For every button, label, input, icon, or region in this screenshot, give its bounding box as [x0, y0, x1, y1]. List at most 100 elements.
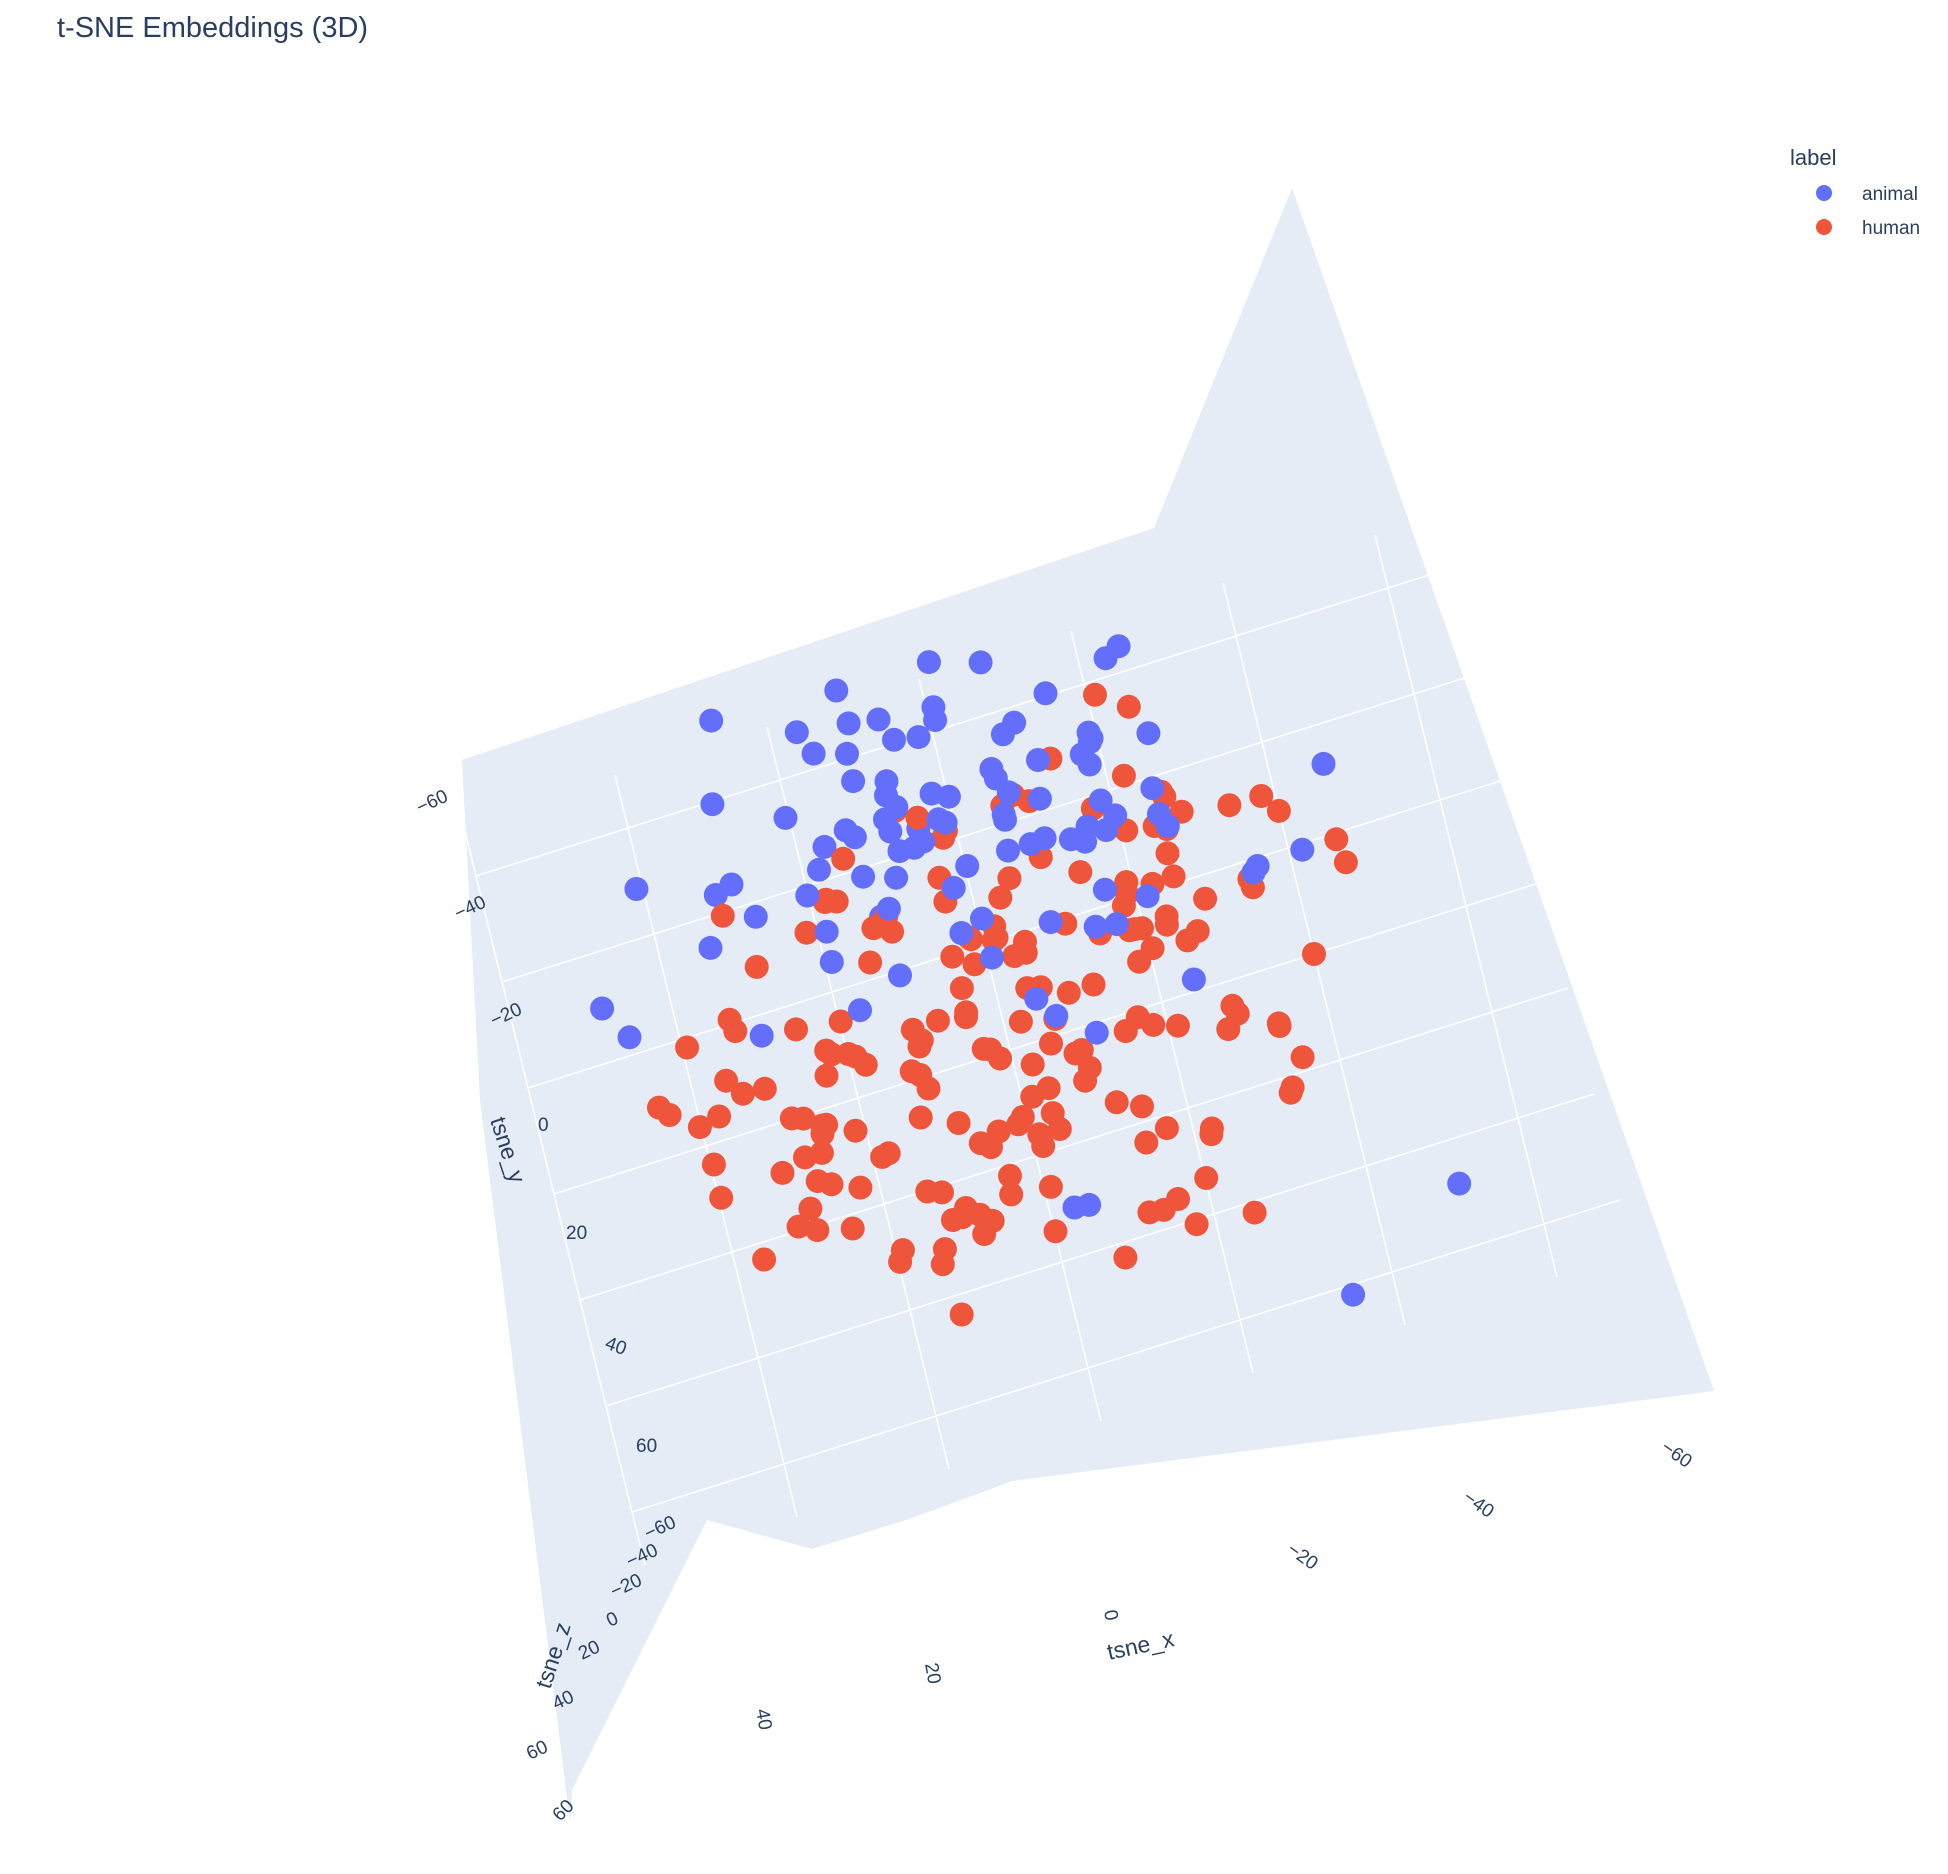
point-human	[814, 1038, 839, 1063]
point-human	[909, 1028, 934, 1053]
point-animal	[590, 996, 615, 1021]
grid-line	[614, 774, 798, 1518]
point-human	[1027, 1122, 1052, 1147]
point-animal	[980, 945, 1004, 970]
point-animal	[749, 1023, 774, 1048]
point-human	[786, 1214, 811, 1239]
point-animal	[812, 834, 837, 859]
point-human	[710, 903, 735, 928]
point-animal	[1341, 1282, 1366, 1307]
z-tick-label: 60	[523, 1737, 551, 1765]
point-animal	[624, 877, 649, 901]
point-human	[831, 846, 856, 871]
point-human	[950, 1205, 975, 1230]
point-human	[647, 1095, 671, 1120]
point-human	[988, 885, 1013, 910]
point-animal	[996, 838, 1020, 863]
point-animal	[1084, 1020, 1109, 1045]
point-human	[998, 1163, 1022, 1188]
grid-line	[475, 563, 1465, 877]
point-animal	[887, 839, 912, 864]
point-human	[752, 1247, 777, 1272]
point-animal	[719, 872, 744, 897]
point-animal	[1058, 827, 1083, 852]
chart-title: t-SNE Embeddings (3D)	[57, 12, 369, 44]
grid-line	[631, 1199, 1621, 1513]
point-human	[1008, 1009, 1033, 1034]
x-tick-label: 40	[751, 1707, 775, 1731]
point-human	[1290, 1045, 1315, 1070]
point-human	[1280, 1075, 1305, 1100]
point-human	[949, 976, 974, 1001]
point-animal	[824, 678, 849, 703]
point-human	[1047, 1117, 1072, 1141]
point-human	[805, 1169, 830, 1194]
point-human	[1175, 928, 1200, 953]
point-animal	[1135, 884, 1160, 909]
point-animal	[773, 805, 798, 830]
point-human	[853, 1052, 878, 1077]
point-human	[908, 1063, 933, 1087]
point-human	[848, 1175, 873, 1200]
point-human	[1266, 798, 1291, 823]
y-tick-label: 60	[636, 1436, 657, 1457]
point-animal	[919, 781, 944, 806]
point-animal	[795, 883, 820, 908]
legend: label animal human	[1790, 145, 1920, 239]
point-human	[784, 1017, 808, 1042]
point-animal	[916, 650, 941, 675]
point-human	[1111, 893, 1136, 918]
point-animal	[743, 904, 768, 929]
point-human	[675, 1035, 700, 1060]
point-human	[1002, 944, 1027, 969]
point-human	[1039, 1031, 1063, 1056]
point-human	[701, 1152, 726, 1177]
point-human	[1134, 1130, 1159, 1155]
point-animal	[1024, 986, 1049, 1011]
point-human	[814, 1063, 839, 1088]
point-human	[1184, 1212, 1209, 1237]
point-human	[714, 1068, 739, 1093]
scene-wall-bottom	[707, 1390, 1714, 1549]
point-human	[717, 1007, 742, 1032]
scene-wall-left	[462, 760, 707, 1822]
legend-item-animal[interactable]: animal	[1816, 184, 1918, 205]
point-animal	[1083, 914, 1108, 939]
point-human	[984, 925, 1009, 950]
point-animal	[926, 807, 951, 832]
grid-line	[605, 1093, 1595, 1407]
point-human	[1114, 870, 1139, 895]
point-human	[1154, 1116, 1179, 1141]
scatter-points	[590, 634, 1472, 1327]
point-human	[932, 1237, 957, 1262]
point-animal	[923, 708, 948, 733]
point-human	[972, 1222, 997, 1246]
grid-line	[766, 726, 950, 1470]
x-tick-label: 20	[920, 1661, 944, 1685]
point-human	[1242, 1200, 1267, 1225]
point-animal	[882, 727, 906, 752]
point-animal	[833, 818, 858, 843]
point-animal	[878, 819, 903, 844]
point-animal	[1088, 788, 1113, 813]
point-human	[791, 1106, 816, 1131]
point-animal	[1136, 721, 1161, 746]
point-human	[915, 1179, 940, 1204]
point-animal	[968, 650, 993, 675]
point-animal	[1092, 877, 1117, 902]
point-animal	[1147, 802, 1171, 826]
point-human	[946, 1111, 971, 1135]
legend-marker-animal	[1816, 185, 1832, 201]
point-animal	[617, 1025, 642, 1050]
point-human	[954, 1000, 979, 1025]
scene-wall-front	[462, 188, 1714, 1520]
point-animal	[836, 711, 861, 736]
legend-item-human[interactable]: human	[1816, 218, 1920, 239]
point-human	[1216, 1017, 1241, 1042]
point-animal	[1104, 912, 1129, 937]
point-animal	[1245, 854, 1270, 878]
point-animal	[949, 921, 974, 945]
y-tick-label: 20	[566, 1223, 587, 1244]
point-animal	[955, 854, 980, 878]
